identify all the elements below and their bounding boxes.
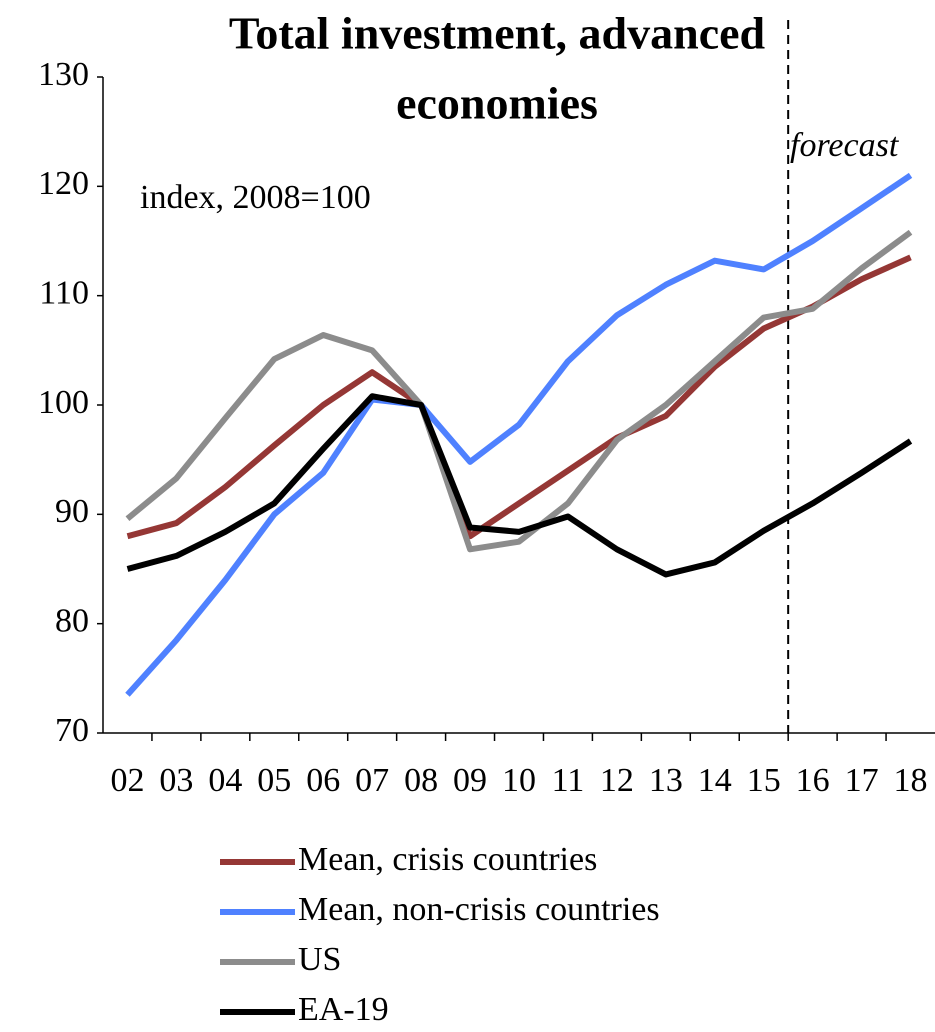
- x-tick-label: 16: [796, 762, 830, 799]
- x-tick-label: 03: [159, 762, 193, 799]
- x-tick-label: 17: [845, 762, 879, 799]
- chart-title: Total investment, advanced: [229, 8, 766, 59]
- legend-label: US: [298, 941, 341, 978]
- x-tick-label: 12: [600, 762, 634, 799]
- x-tick-label: 14: [698, 762, 732, 799]
- series-line: [125, 229, 913, 553]
- y-tick-label: 70: [55, 712, 89, 749]
- x-tick-label: 06: [306, 762, 340, 799]
- y-tick-label: 120: [38, 165, 89, 202]
- chart-title: economies: [396, 78, 598, 129]
- legend-label: Mean, non-crisis countries: [298, 891, 660, 928]
- y-tick-label: 110: [39, 274, 89, 311]
- x-tick-label: 09: [453, 762, 487, 799]
- x-tick-label: 15: [747, 762, 781, 799]
- subtitle: index, 2008=100: [140, 179, 371, 216]
- y-tick-label: 90: [55, 493, 89, 530]
- x-tick-label: 18: [894, 762, 928, 799]
- y-tick-label: 80: [55, 602, 89, 639]
- x-tick-label: 11: [552, 762, 585, 799]
- x-tick-label: 10: [502, 762, 536, 799]
- series-line: [126, 393, 913, 578]
- annotation: forecast: [790, 127, 900, 164]
- legend-label: Mean, crisis countries: [298, 841, 597, 878]
- x-tick-label: 08: [404, 762, 438, 799]
- x-tick-label: 07: [355, 762, 389, 799]
- y-tick-label: 130: [38, 56, 89, 93]
- x-tick-label: 05: [257, 762, 291, 799]
- series-line: [125, 172, 913, 697]
- x-tick-label: 13: [649, 762, 683, 799]
- legend-label: EA-19: [298, 991, 389, 1028]
- series-line: [126, 254, 912, 540]
- x-tick-label: 02: [110, 762, 144, 799]
- y-tick-label: 100: [38, 384, 89, 421]
- x-tick-label: 04: [208, 762, 242, 799]
